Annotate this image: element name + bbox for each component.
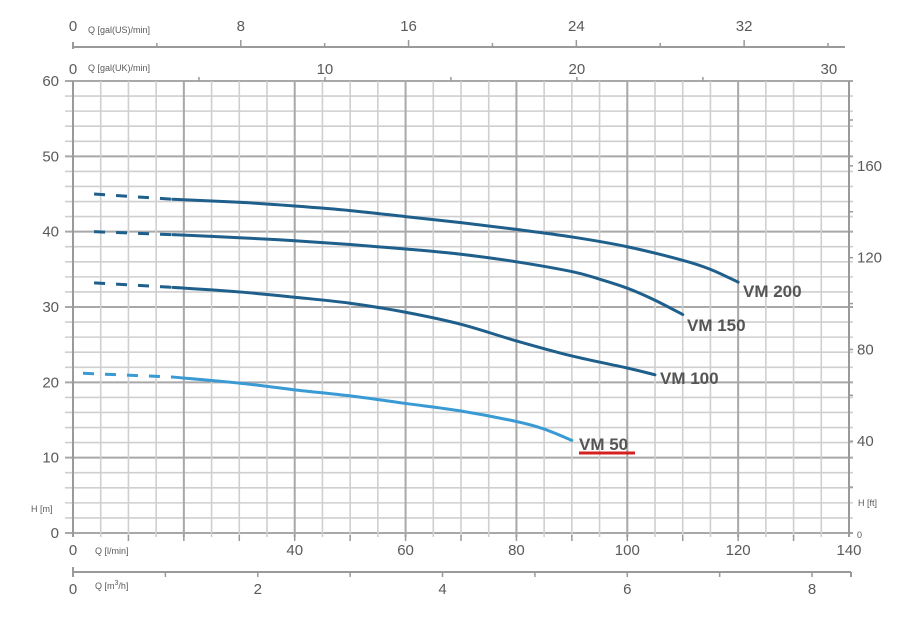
right-h-unit-label: H [ft] (858, 498, 877, 508)
curve-vm150 (171, 233, 685, 317)
left-tick-label: 30 (42, 299, 59, 316)
bottom-lmin-tick-label: 120 (726, 542, 751, 559)
bottom-lmin-tick-label: 0 (69, 542, 77, 559)
top-us-tick-label: 0 (69, 18, 77, 35)
curve-vm50 (171, 375, 574, 442)
bottom-lmin-tick-label: 80 (508, 542, 525, 559)
bottom-m3h-unit-label: Q [m3/h] (95, 580, 128, 591)
top-us-tick-label: 8 (237, 18, 245, 35)
top-uk-unit-label: Q [gal(UK)/min] (88, 63, 150, 73)
top-us-tick-label: 16 (400, 18, 417, 35)
left-tick-label: 20 (42, 374, 59, 391)
bottom-m3h-tick-label: 0 (69, 581, 77, 598)
top-uk-tick-label: 20 (569, 61, 586, 78)
top-uk-tick-label: 10 (317, 61, 334, 78)
bottom-m3h-tick-label: 6 (623, 581, 631, 598)
left-tick-label: 60 (42, 73, 59, 90)
curve-label-vm200: VM 200 (743, 282, 802, 301)
right-tick-label: 120 (857, 250, 882, 267)
curve-vm50-dashed (82, 371, 173, 379)
top-uk-tick-label: 30 (821, 61, 838, 78)
chart-grid (65, 80, 853, 537)
bottom-lmin-unit-label: Q [l/min] (95, 546, 129, 556)
curve-vm100 (171, 285, 657, 377)
bottom-lmin-tick-label: 40 (286, 542, 303, 559)
top-us-unit-label: Q [gal(US)/min] (88, 25, 150, 35)
chart-curves (82, 192, 740, 442)
curve-vm100-dashed (93, 281, 173, 289)
top-us-tick-label: 32 (736, 18, 753, 35)
bottom-m3h-tick-label: 2 (254, 581, 262, 598)
curve-label-vm100: VM 100 (660, 369, 719, 388)
right-tick-label: 80 (857, 341, 874, 358)
right-tick-label: 40 (857, 433, 874, 450)
bottom-lmin-tick-label: 60 (397, 542, 414, 559)
curve-vm200 (171, 197, 740, 284)
right-tick-label: 160 (857, 158, 882, 175)
left-tick-label: 0 (51, 525, 59, 542)
left-h-unit-label: H [m] (31, 504, 53, 514)
curve-label-vm150: VM 150 (687, 316, 746, 335)
bottom-lmin-tick-label: 140 (836, 542, 861, 559)
left-tick-label: 10 (42, 450, 59, 467)
bottom-m3h-tick-label: 8 (808, 581, 816, 598)
bottom-lmin-tick-label: 100 (615, 542, 640, 559)
right-tick-label: 0 (857, 530, 862, 540)
top-us-tick-label: 24 (568, 18, 585, 35)
curve-label-vm50: VM 50 (579, 435, 628, 454)
left-tick-label: 40 (42, 224, 59, 241)
top-uk-tick-label: 0 (69, 61, 77, 78)
bottom-m3h-tick-label: 4 (438, 581, 446, 598)
curve-vm200-dashed (93, 192, 173, 201)
left-tick-label: 50 (42, 148, 59, 165)
